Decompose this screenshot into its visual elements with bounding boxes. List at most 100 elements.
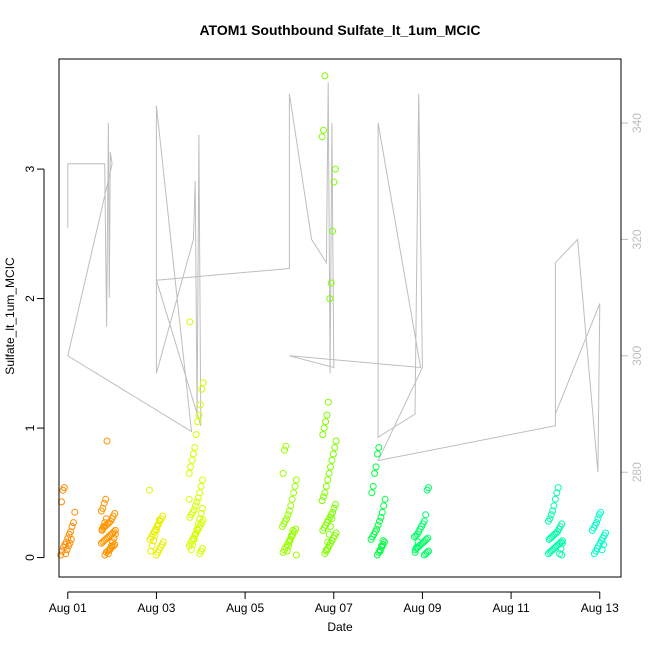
data-point: [283, 547, 291, 555]
data-point: [424, 534, 432, 542]
scatter-points-layer: [57, 72, 610, 559]
x-tick-label: Aug 05: [226, 601, 264, 615]
data-point: [100, 523, 107, 530]
data-point: [320, 493, 327, 501]
data-point: [551, 495, 559, 503]
data-point: [60, 484, 68, 492]
data-point: [192, 502, 199, 510]
data-point: [103, 437, 111, 445]
data-point: [326, 295, 334, 303]
data-point: [420, 517, 428, 525]
data-point: [194, 494, 202, 502]
data-point: [185, 469, 193, 477]
plot-frame: [58, 58, 622, 578]
data-point: [320, 424, 328, 432]
data-point: [602, 529, 610, 537]
data-point: [372, 463, 380, 471]
data-point: [189, 450, 197, 458]
data-point: [109, 542, 117, 550]
data-point: [187, 546, 195, 554]
data-point: [378, 508, 386, 516]
data-point: [328, 456, 336, 464]
data-point: [291, 482, 299, 490]
data-point: [282, 442, 290, 450]
data-point: [159, 538, 167, 546]
data-point: [422, 511, 430, 519]
data-point: [109, 538, 117, 546]
data-point: [69, 519, 77, 527]
data-point: [99, 504, 107, 512]
data-point: [292, 551, 300, 559]
data-point: [155, 516, 163, 524]
data-point: [414, 538, 422, 546]
data-point: [199, 504, 206, 512]
data-point: [289, 526, 297, 534]
data-point: [422, 535, 430, 543]
data-point: [558, 539, 566, 547]
data-point: [187, 463, 195, 471]
data-point: [100, 499, 108, 507]
x-tick-label: Aug 03: [137, 601, 175, 615]
data-point: [324, 538, 332, 546]
data-point: [110, 534, 118, 542]
data-point: [196, 489, 204, 497]
data-point: [375, 444, 383, 451]
data-point: [411, 548, 419, 556]
data-point: [597, 508, 605, 516]
y-tick-label: 0: [23, 554, 37, 561]
data-point: [324, 476, 332, 484]
secondary-tick-label: 340: [630, 113, 644, 133]
secondary-tick-label: 300: [630, 345, 644, 365]
data-point: [196, 515, 204, 523]
data-point: [376, 517, 383, 525]
data-point: [150, 537, 158, 545]
x-tick-label: Aug 07: [315, 601, 353, 615]
data-point: [327, 279, 335, 287]
data-point: [283, 515, 291, 523]
data-point: [327, 523, 334, 530]
data-point: [68, 523, 76, 530]
data-point: [286, 537, 294, 545]
data-point: [425, 484, 432, 492]
data-point: [193, 525, 201, 533]
data-point: [104, 550, 112, 558]
data-point: [190, 506, 198, 514]
y-tick-label: 2: [23, 295, 37, 302]
chart-title: ATOM1 Southbound Sulfate_lt_1um_MCIC: [199, 22, 480, 38]
data-point: [322, 418, 330, 426]
data-point: [321, 72, 329, 80]
data-point: [413, 543, 421, 551]
data-point: [102, 495, 110, 503]
data-point: [191, 444, 199, 451]
data-point: [154, 521, 162, 529]
data-point: [71, 508, 79, 516]
secondary-line-layer: [67, 82, 601, 473]
data-point: [199, 516, 207, 524]
data-point: [151, 532, 159, 540]
data-point: [288, 532, 295, 540]
x-tick-label: Aug 11: [493, 601, 530, 615]
data-point: [594, 515, 602, 523]
data-point: [378, 542, 386, 550]
data-point: [600, 541, 607, 549]
data-point: [373, 450, 381, 458]
data-point: [111, 510, 119, 517]
data-point: [57, 551, 65, 559]
data-point: [198, 385, 206, 393]
data-point: [554, 484, 562, 492]
data-point: [331, 444, 339, 451]
data-point: [324, 398, 332, 406]
data-point: [325, 469, 333, 477]
data-point: [322, 482, 330, 490]
data-point: [425, 547, 432, 555]
data-point: [549, 507, 557, 515]
data-point: [558, 537, 566, 545]
data-point: [290, 489, 298, 497]
data-point: [329, 227, 337, 235]
data-point: [63, 546, 71, 554]
data-point: [327, 463, 334, 471]
data-point: [194, 418, 202, 426]
data-point: [287, 502, 295, 510]
x-axis-label: Date: [327, 620, 353, 634]
data-point: [328, 515, 336, 523]
